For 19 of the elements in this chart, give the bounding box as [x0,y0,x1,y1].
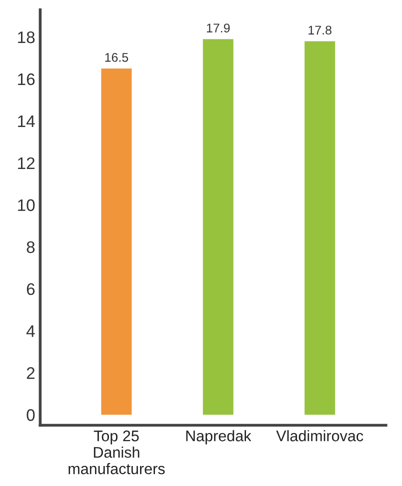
y-tick-label: 18 [18,31,35,44]
data-label: 17.9 [206,24,230,32]
y-tick-label: 6 [26,283,35,296]
x-tick-label: Napredak [186,430,252,444]
y-tick-label: 10 [18,199,35,212]
y-tick-label: 8 [26,241,35,254]
y-tick-label: 12 [18,157,35,169]
bar [304,41,336,415]
y-tick-label: 16 [18,73,35,86]
y-tick-label: 2 [26,367,35,379]
data-label: 16.5 [105,52,128,62]
x-tick-label: Top 25 Danish manufacturers [68,430,165,474]
y-tick-label: 14 [18,116,35,127]
y-tick-label: 0 [26,409,35,421]
x-tick-label: Vladimirovac [276,430,364,442]
bar [202,39,234,415]
y-tick-label: 4 [26,325,35,337]
data-label: 17.8 [308,26,332,35]
bar [101,68,132,415]
